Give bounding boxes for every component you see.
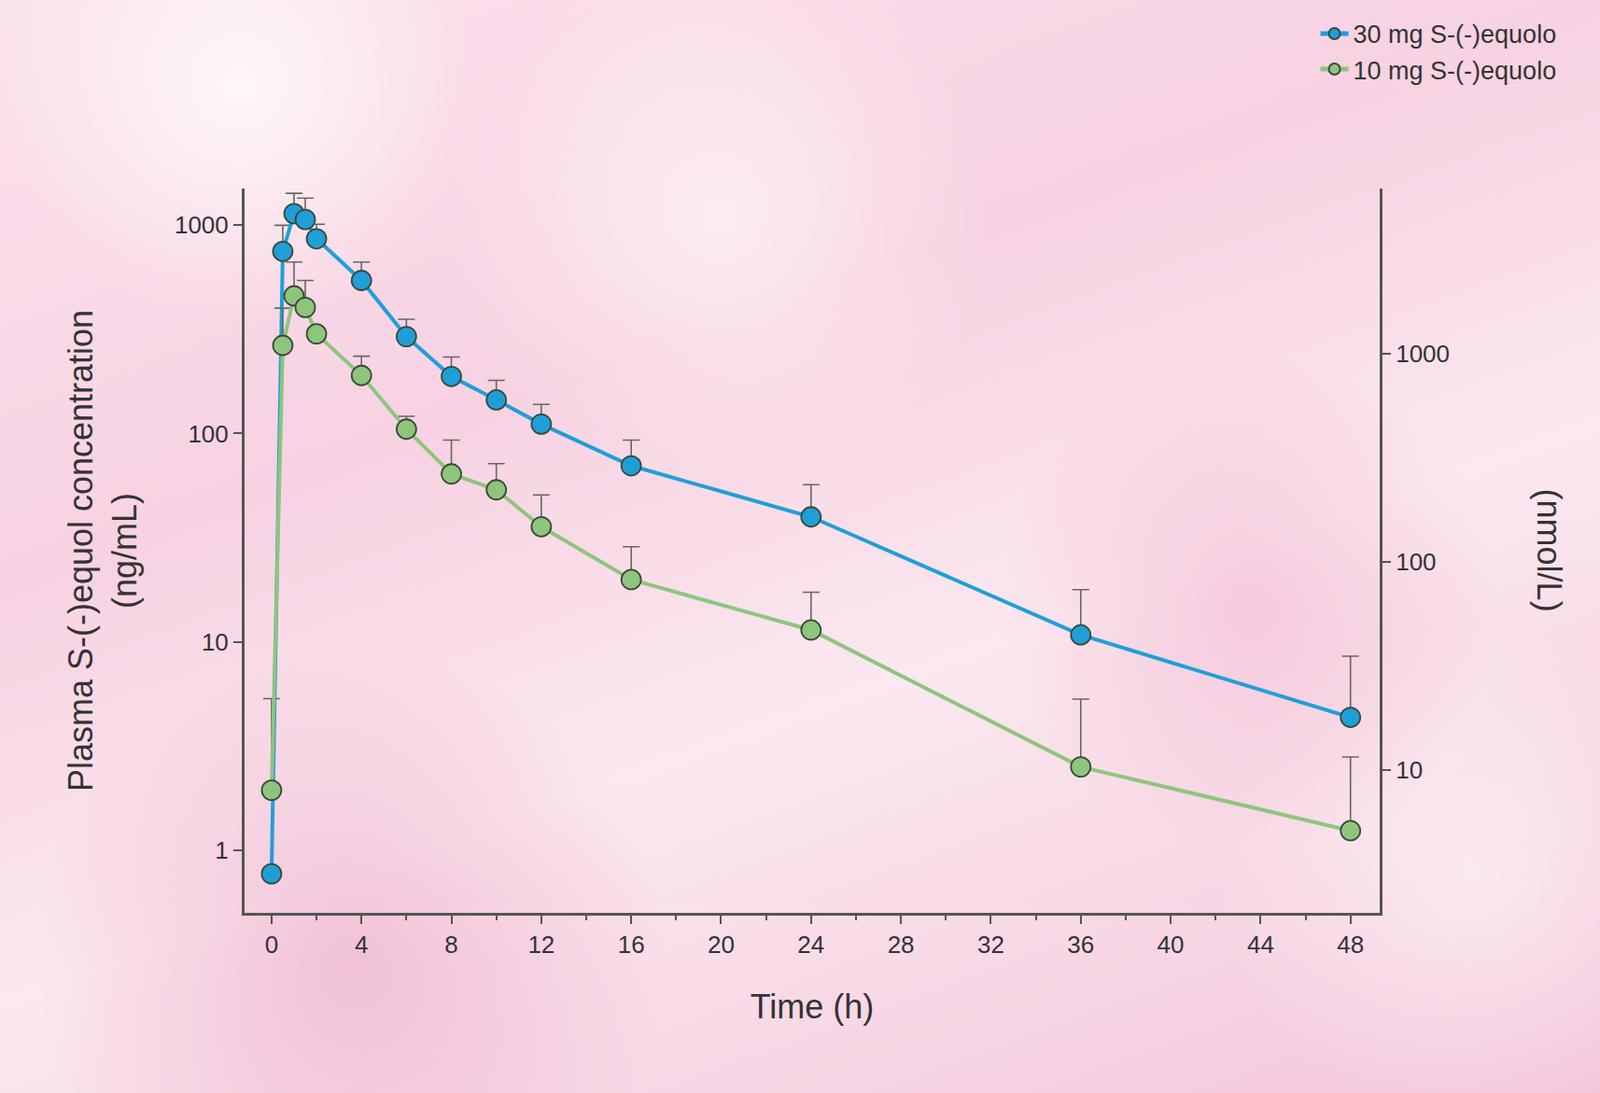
svg-text:36: 36 [1066, 930, 1095, 959]
svg-text:30 mg S-(-)equolo: 30 mg S-(-)equolo [1353, 20, 1558, 49]
svg-text:12: 12 [527, 930, 555, 959]
svg-text:Time (h): Time (h) [750, 987, 875, 1026]
svg-text:40: 40 [1157, 930, 1185, 959]
svg-text:(nmol/L): (nmol/L) [1529, 489, 1569, 613]
svg-text:44: 44 [1247, 930, 1275, 959]
svg-text:0: 0 [265, 930, 279, 959]
svg-text:24: 24 [797, 930, 825, 959]
svg-text:10: 10 [1395, 756, 1423, 785]
svg-text:8: 8 [444, 930, 458, 959]
svg-text:1000: 1000 [1395, 339, 1450, 368]
svg-text:Plasma S-(-)equol concentratio: Plasma S-(-)equol concentration(ng/mL) [61, 309, 144, 792]
svg-text:100: 100 [1395, 547, 1436, 576]
svg-text:10: 10 [201, 628, 229, 657]
svg-text:32: 32 [977, 930, 1005, 959]
svg-text:10 mg S-(-)equolo: 10 mg S-(-)equolo [1353, 56, 1558, 85]
svg-text:16: 16 [617, 930, 646, 959]
svg-text:100: 100 [187, 420, 228, 449]
svg-text:48: 48 [1336, 930, 1364, 959]
svg-text:20: 20 [707, 930, 735, 959]
svg-text:28: 28 [887, 930, 915, 959]
svg-text:1000: 1000 [174, 210, 229, 239]
svg-text:1: 1 [214, 836, 228, 865]
svg-text:4: 4 [354, 930, 368, 959]
